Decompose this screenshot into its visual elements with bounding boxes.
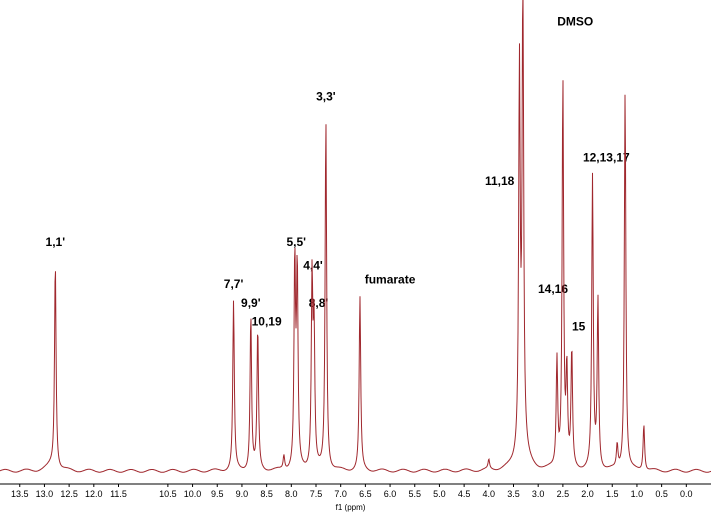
x-tick-label: 6.0 [384, 489, 397, 499]
peak-annotation: 7,7' [224, 277, 244, 291]
x-tick-label: 0.0 [680, 489, 693, 499]
peak-annotation: 12,13,17 [583, 150, 630, 164]
peak-annotations: 1,1'7,7'9,9'10,195,5'4,4'8,8'3,3'fumarat… [46, 14, 630, 333]
spectrum-line [0, 0, 711, 473]
x-tick-label: 12.5 [60, 489, 78, 499]
x-tick-label: 2.0 [581, 489, 594, 499]
x-tick-label: 0.5 [655, 489, 668, 499]
peak-annotation: 1,1' [46, 235, 66, 249]
x-tick-label: 12.0 [85, 489, 103, 499]
peak-annotation: 15 [572, 319, 586, 333]
x-tick-label: 8.0 [285, 489, 298, 499]
x-tick-label: 7.5 [310, 489, 323, 499]
x-tick-label: 10.5 [159, 489, 177, 499]
peak-annotation: DMSO [557, 14, 593, 28]
x-tick-label: 4.5 [458, 489, 471, 499]
peak-annotation: 5,5' [286, 235, 306, 249]
peak-annotation: 9,9' [241, 296, 261, 310]
x-axis-ticks: 13.5 13.0 12.5 12.0 11.5 10.5 10.0 9.5 9.0 8.5 8.0… [11, 484, 693, 499]
x-tick-label: 13.5 [11, 489, 29, 499]
x-tick-label: 6.5 [359, 489, 372, 499]
x-tick-label: 9.5 [211, 489, 224, 499]
x-tick-label: 10.0 [184, 489, 202, 499]
x-tick-label: 1.0 [631, 489, 644, 499]
x-tick-label: 8.5 [260, 489, 273, 499]
x-tick-label: 13.0 [36, 489, 54, 499]
x-tick-label: 5.0 [433, 489, 446, 499]
peak-annotation: 10,19 [252, 315, 282, 329]
x-tick-label: 9.0 [236, 489, 249, 499]
x-tick-label: 1.5 [606, 489, 619, 499]
x-tick-label: 5.5 [408, 489, 421, 499]
peak-annotation: fumarate [365, 272, 416, 286]
x-tick-label: 4.0 [483, 489, 496, 499]
x-tick-label: 3.5 [507, 489, 520, 499]
peak-annotation: 14,16 [538, 282, 568, 296]
x-tick-label: 11.5 [110, 489, 127, 499]
x-tick-label: 7.0 [334, 489, 347, 499]
x-tick-label: 2.5 [557, 489, 570, 499]
x-axis-title: f1 (ppm) [336, 503, 366, 512]
peak-annotation: 4,4' [303, 258, 323, 272]
peak-annotation: 3,3' [316, 89, 336, 103]
x-tick-label: 3.0 [532, 489, 545, 499]
peak-annotation: 11,18 [485, 174, 515, 188]
